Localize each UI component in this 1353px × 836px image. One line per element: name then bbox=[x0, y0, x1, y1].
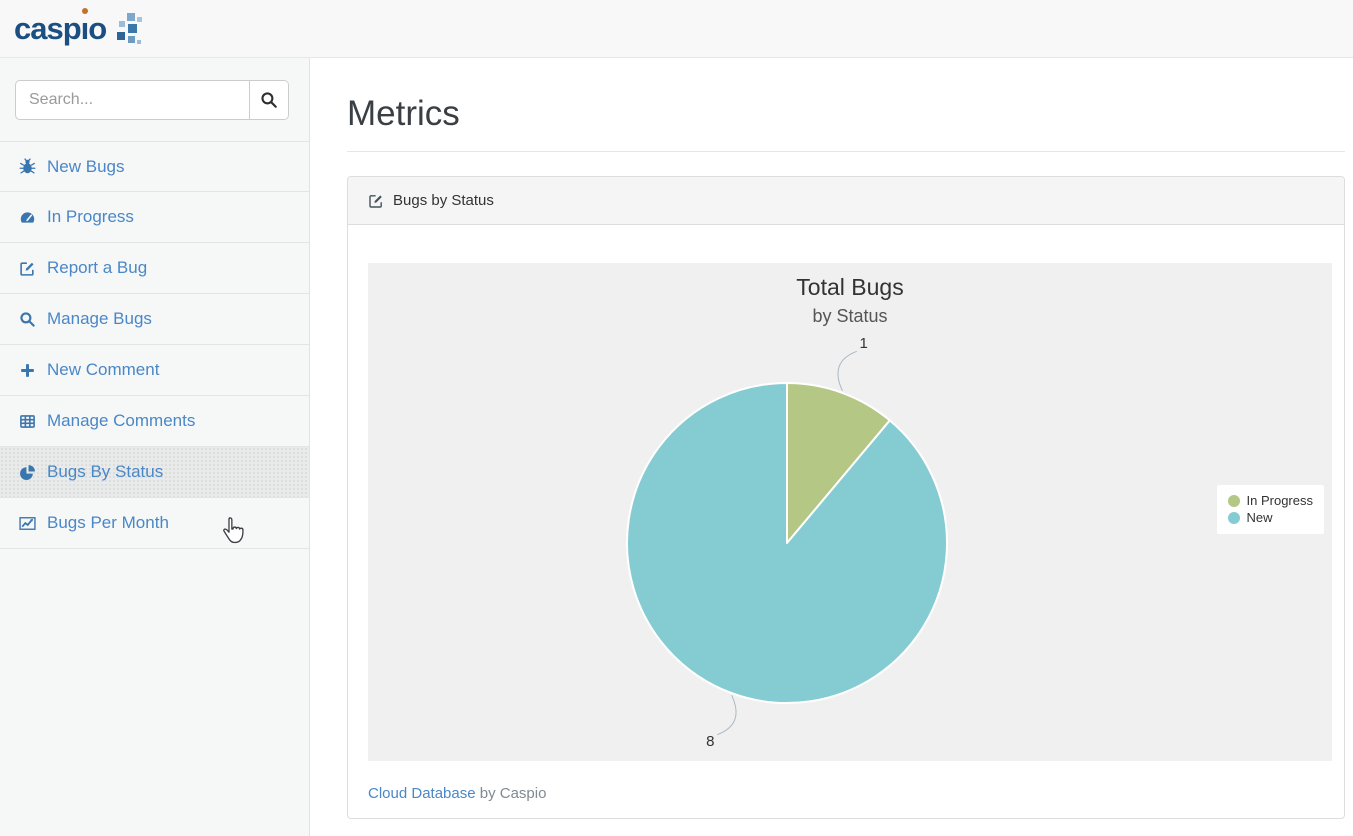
pie-chart-svg: 18 bbox=[625, 335, 948, 750]
pie-data-label: 1 bbox=[860, 335, 868, 352]
footer-suffix: by Caspio bbox=[475, 785, 547, 802]
sidebar-item-manage-comments[interactable]: Manage Comments bbox=[0, 396, 309, 447]
sidebar-item-label: Bugs By Status bbox=[47, 462, 164, 481]
sidebar-item-label: New Comment bbox=[47, 360, 160, 379]
legend-item-in-progress[interactable]: In Progress bbox=[1227, 492, 1313, 509]
table-icon bbox=[16, 413, 39, 430]
panel-header: Bugs by Status bbox=[348, 177, 1344, 225]
sidebar-item-label: Report a Bug bbox=[47, 258, 148, 277]
legend-label: New bbox=[1246, 510, 1273, 525]
sidebar-item-in-progress[interactable]: In Progress bbox=[0, 192, 309, 243]
pie-data-label: 8 bbox=[706, 733, 714, 750]
app-header: caspı o bbox=[0, 0, 1353, 58]
chart-title: Total Bugs bbox=[796, 274, 904, 300]
search-box bbox=[15, 80, 289, 120]
search-icon bbox=[260, 91, 278, 109]
sidebar-item-label: In Progress bbox=[47, 207, 134, 226]
chart-subtitle: by Status bbox=[812, 306, 888, 326]
pie-slice-in-progress[interactable] bbox=[786, 382, 891, 544]
logo-word: caspı o bbox=[14, 8, 107, 44]
sidebar-item-manage-bugs[interactable]: Manage Bugs bbox=[0, 294, 309, 345]
title-divider bbox=[347, 151, 1345, 152]
legend-marker bbox=[1227, 494, 1240, 507]
plus-icon bbox=[16, 362, 39, 379]
pie-chart-icon bbox=[16, 464, 39, 481]
panel-title: Bugs by Status bbox=[393, 192, 494, 209]
search-button[interactable] bbox=[249, 81, 288, 119]
sidebar-item-label: Manage Bugs bbox=[47, 309, 152, 328]
sidebar-item-report-a-bug[interactable]: Report a Bug bbox=[0, 243, 309, 294]
chart-legend: In Progress New bbox=[1216, 485, 1324, 534]
bug-icon bbox=[16, 158, 39, 175]
sidebar-item-bugs-per-month[interactable]: Bugs Per Month bbox=[0, 498, 309, 549]
search-input[interactable] bbox=[16, 81, 249, 119]
legend-marker bbox=[1227, 511, 1240, 524]
edit-icon bbox=[16, 260, 39, 277]
search-icon bbox=[16, 311, 39, 328]
leader-line bbox=[837, 350, 857, 392]
panel-footer: Cloud Database by Caspio bbox=[368, 785, 1332, 802]
sidebar-nav: New Bugs In Progress Report a Bug Manage Bu… bbox=[0, 141, 309, 549]
page-title: Metrics bbox=[347, 94, 460, 133]
caspio-logo[interactable]: caspı o bbox=[14, 8, 143, 47]
tachometer-icon bbox=[16, 209, 39, 226]
line-chart-icon bbox=[16, 515, 39, 532]
sidebar-item-label: New Bugs bbox=[47, 156, 125, 176]
logo-i-dot bbox=[81, 8, 88, 14]
legend-item-new[interactable]: New bbox=[1227, 509, 1313, 526]
logo-mosaic-icon bbox=[113, 12, 143, 47]
edit-icon[interactable] bbox=[368, 193, 384, 209]
legend-label: In Progress bbox=[1246, 493, 1313, 508]
leader-line bbox=[717, 694, 737, 736]
sidebar-item-label: Bugs Per Month bbox=[47, 513, 169, 532]
sidebar-item-label: Manage Comments bbox=[47, 411, 196, 430]
sidebar-item-bugs-by-status[interactable]: Bugs By Status bbox=[0, 447, 309, 498]
sidebar-item-new-comment[interactable]: New Comment bbox=[0, 345, 309, 396]
pie-slice-new[interactable] bbox=[625, 382, 948, 704]
sidebar: New Bugs In Progress Report a Bug Manage Bu… bbox=[0, 58, 310, 836]
sidebar-item-new-bugs[interactable]: New Bugs bbox=[0, 141, 309, 192]
main-content: Metrics Bugs by Status Total Bugs by Sta… bbox=[310, 58, 1353, 836]
cloud-database-link[interactable]: Cloud Database bbox=[368, 785, 476, 802]
